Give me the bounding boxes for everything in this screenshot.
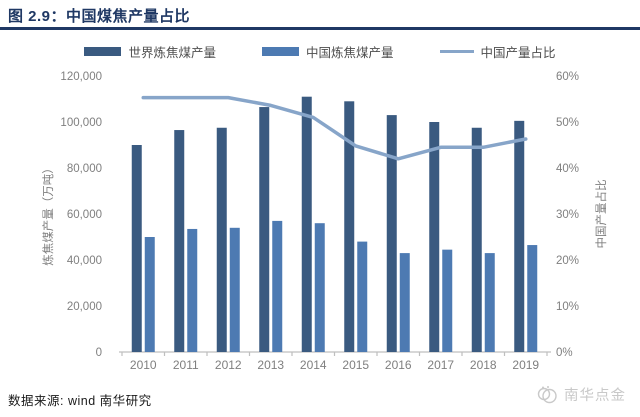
right-axis-tick-label: 20% (556, 255, 579, 267)
bar-world-2019 (514, 120, 525, 352)
left-axis-tick-label: 20,000 (67, 301, 102, 313)
title-underline (0, 27, 640, 30)
figure-title: 图 2.9：中国煤焦产量占比 (8, 8, 191, 25)
left-axis-tick-label: 120,000 (60, 71, 102, 83)
bar-china-2015 (357, 241, 368, 352)
x-axis-year-label: 2017 (427, 358, 454, 372)
left-axis-tick-label: 60,000 (67, 209, 102, 221)
brand-watermark-text: 南华点金 (564, 388, 626, 404)
bar-china-2018 (484, 253, 495, 352)
x-axis-year-label: 2019 (512, 358, 539, 372)
bar-china-2013 (272, 220, 283, 352)
bar-world-2015 (344, 101, 355, 352)
x-axis-year-label: 2012 (215, 358, 242, 372)
x-axis-year-label: 2015 (342, 358, 369, 372)
x-axis-year-label: 2011 (173, 358, 199, 372)
bar-world-2010 (131, 145, 142, 352)
bar-world-2013 (259, 107, 270, 352)
legend-swatch-world (84, 47, 122, 56)
chart-area: 0 20,000 40,000 60,000 80,000 100,000 120,000 0… (0, 62, 640, 380)
left-axis-tick-label: 0 (96, 347, 102, 359)
china-share-line (141, 95, 528, 161)
bar-china-2010 (144, 237, 155, 352)
right-axis-tick-label: 50% (556, 117, 579, 129)
left-axis-tick-label: 100,000 (60, 117, 102, 129)
brand-watermark: 南华点金 (536, 384, 626, 405)
chart-canvas: 0 20,000 40,000 60,000 80,000 100,000 120,000 0… (60, 71, 579, 372)
right-axis-tick-label: 10% (556, 301, 579, 313)
brand-logo-icon (537, 385, 557, 403)
x-axis-year-label: 2018 (470, 358, 497, 372)
left-axis-tick-label: 40,000 (67, 255, 102, 267)
bar-china-2019 (527, 245, 538, 352)
x-axis-year-label: 2010 (130, 358, 157, 372)
bar-world-2017 (429, 122, 440, 352)
legend-item-china-production: 中国炼焦煤产量 (261, 42, 394, 61)
data-source-note: 数据来源: wind 南华研究 (8, 394, 152, 408)
bar-china-2014 (314, 223, 325, 352)
bar-world-2016 (386, 115, 397, 352)
legend-swatch-share-line (439, 49, 474, 54)
legend-item-world-production: 世界炼焦煤产量 (84, 42, 216, 61)
right-axis-tick-label: 60% (556, 71, 579, 83)
left-axis-tick-label: 80,000 (67, 163, 102, 175)
bar-china-2016 (399, 253, 410, 352)
legend-label: 中国炼焦煤产量 (305, 46, 394, 60)
legend-swatch-china (261, 47, 299, 56)
bar-china-2012 (229, 227, 240, 352)
right-axis-tick-label: 30% (556, 209, 579, 221)
bar-china-2011 (187, 228, 198, 352)
bar-world-2011 (174, 130, 185, 352)
legend-item-china-share: 中国产量占比 (439, 42, 556, 61)
right-axis-title: 中国产量占比 (596, 179, 608, 249)
bar-world-2012 (216, 127, 227, 352)
x-axis-year-label: 2016 (385, 358, 412, 372)
x-axis-year-label: 2013 (257, 358, 284, 372)
legend-label: 中国产量占比 (480, 46, 556, 60)
bar-world-2014 (301, 96, 312, 352)
chart-legend: 世界炼焦煤产量 中国炼焦煤产量 中国产量占比 (0, 42, 640, 61)
bar-china-2017 (442, 249, 453, 352)
legend-label: 世界炼焦煤产量 (128, 46, 216, 60)
left-axis-title: 炼焦煤产量（万吨） (43, 162, 55, 266)
x-axis-year-label: 2014 (300, 358, 327, 372)
right-axis-tick-label: 0% (556, 347, 573, 359)
bar-world-2018 (471, 127, 482, 352)
right-axis-tick-label: 40% (556, 163, 579, 175)
